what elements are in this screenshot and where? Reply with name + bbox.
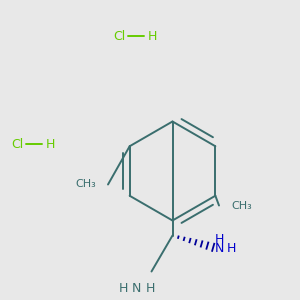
Text: H: H [46,137,55,151]
Text: CH₃: CH₃ [75,179,96,189]
Text: H: H [148,29,157,43]
Text: Cl: Cl [114,29,126,43]
Text: N: N [214,242,224,256]
Text: Cl: Cl [12,137,24,151]
Text: N: N [132,281,141,295]
Text: H: H [214,233,224,246]
Text: H: H [227,242,236,256]
Text: H: H [118,281,128,295]
Text: CH₃: CH₃ [231,201,252,211]
Text: H: H [145,281,155,295]
